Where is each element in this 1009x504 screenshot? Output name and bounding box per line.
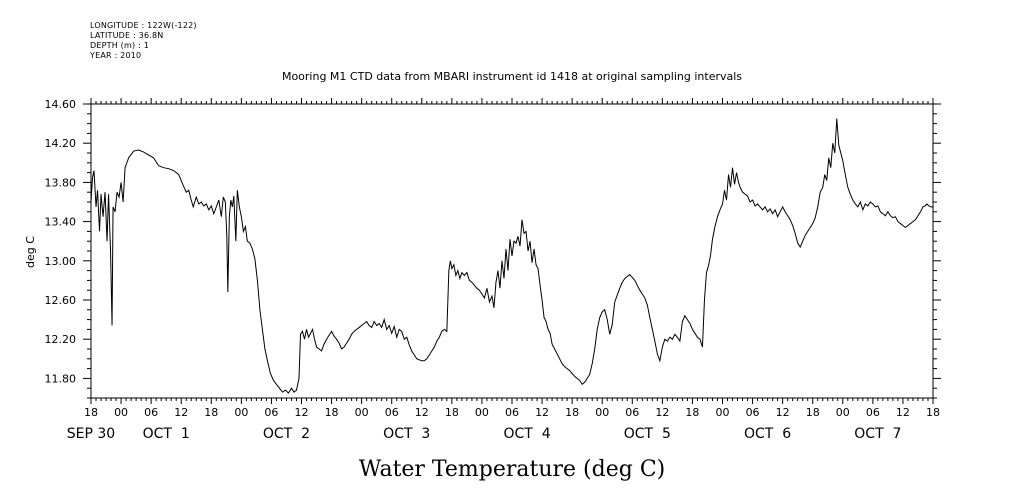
x-hour-label: 00 (114, 406, 128, 419)
y-axis-label: deg C (24, 236, 37, 268)
y-tick-label: 11.80 (45, 372, 77, 385)
x-hour-labels: 18 00 06 12 18 00 06 12 18 00 06 12 18 00 06 12 18 00 06 12… (84, 406, 940, 419)
x-hour-label: 06 (625, 406, 639, 419)
y-tick-label: 12.20 (45, 333, 77, 346)
longitude-text: LONGITUDE : 122W(-122) (90, 21, 197, 30)
x-hour-label: 12 (174, 406, 188, 419)
temperature-series-line (90, 118, 933, 394)
latitude-text: LATITUDE : 36.8N (90, 31, 164, 40)
x-hour-label: 12 (415, 406, 429, 419)
x-date-label: OCT 3 (383, 426, 430, 442)
metadata-block: LONGITUDE : 122W(-122) LATITUDE : 36.8N … (90, 21, 197, 61)
y-tick-label: 13.00 (45, 255, 77, 268)
axis-ticks (83, 98, 941, 404)
depth-text: DEPTH (m) : 1 (90, 41, 149, 50)
x-date-label: OCT 4 (503, 426, 550, 442)
x-hour-label: 06 (385, 406, 399, 419)
year-text: YEAR : 2010 (90, 51, 142, 60)
x-hour-label: 00 (355, 406, 369, 419)
x-hour-label: 00 (595, 406, 609, 419)
x-date-labels: SEP 30 OCT 1 OCT 2 OCT 3 OCT 4 OCT 5 OCT 6 OCT … (67, 426, 902, 442)
x-hour-label: 18 (806, 406, 820, 419)
x-hour-label: 06 (505, 406, 519, 419)
x-hour-label: 06 (746, 406, 760, 419)
x-hour-label: 18 (204, 406, 218, 419)
x-hour-label: 00 (836, 406, 850, 419)
x-hour-label: 18 (84, 406, 98, 419)
y-tick-label: 13.40 (45, 216, 77, 229)
x-hour-label: 18 (926, 406, 940, 419)
x-hour-label: 06 (866, 406, 880, 419)
x-date-label: OCT 2 (263, 426, 310, 442)
x-hour-label: 18 (685, 406, 699, 419)
y-tick-label: 13.80 (45, 176, 77, 189)
x-date-label: OCT 5 (624, 426, 671, 442)
x-date-label: OCT 1 (143, 426, 190, 442)
x-hour-label: 18 (445, 406, 459, 419)
y-tick-label: 14.20 (45, 137, 77, 150)
x-date-label: OCT 6 (744, 426, 791, 442)
x-hour-label: 00 (475, 406, 489, 419)
y-tick-label: 12.60 (45, 294, 77, 307)
x-hour-label: 00 (716, 406, 730, 419)
x-hour-label: 06 (264, 406, 278, 419)
x-date-label: SEP 30 (67, 426, 115, 442)
x-hour-label: 12 (295, 406, 309, 419)
x-hour-label: 18 (325, 406, 339, 419)
plot-frame (90, 103, 934, 399)
y-tick-labels: 11.80 12.20 12.60 13.00 13.40 13.80 14.20 14.60 (45, 98, 77, 385)
x-hour-label: 12 (535, 406, 549, 419)
x-hour-label: 12 (655, 406, 669, 419)
y-tick-label: 14.60 (45, 98, 77, 111)
x-hour-label: 12 (896, 406, 910, 419)
chart-title: Mooring M1 CTD data from MBARI instrumen… (282, 70, 742, 83)
x-axis-label: Water Temperature (deg C) (359, 457, 666, 482)
x-hour-label: 00 (234, 406, 248, 419)
x-date-label: OCT 7 (854, 426, 901, 442)
x-hour-label: 12 (776, 406, 790, 419)
x-hour-label: 06 (144, 406, 158, 419)
x-hour-label: 18 (565, 406, 579, 419)
